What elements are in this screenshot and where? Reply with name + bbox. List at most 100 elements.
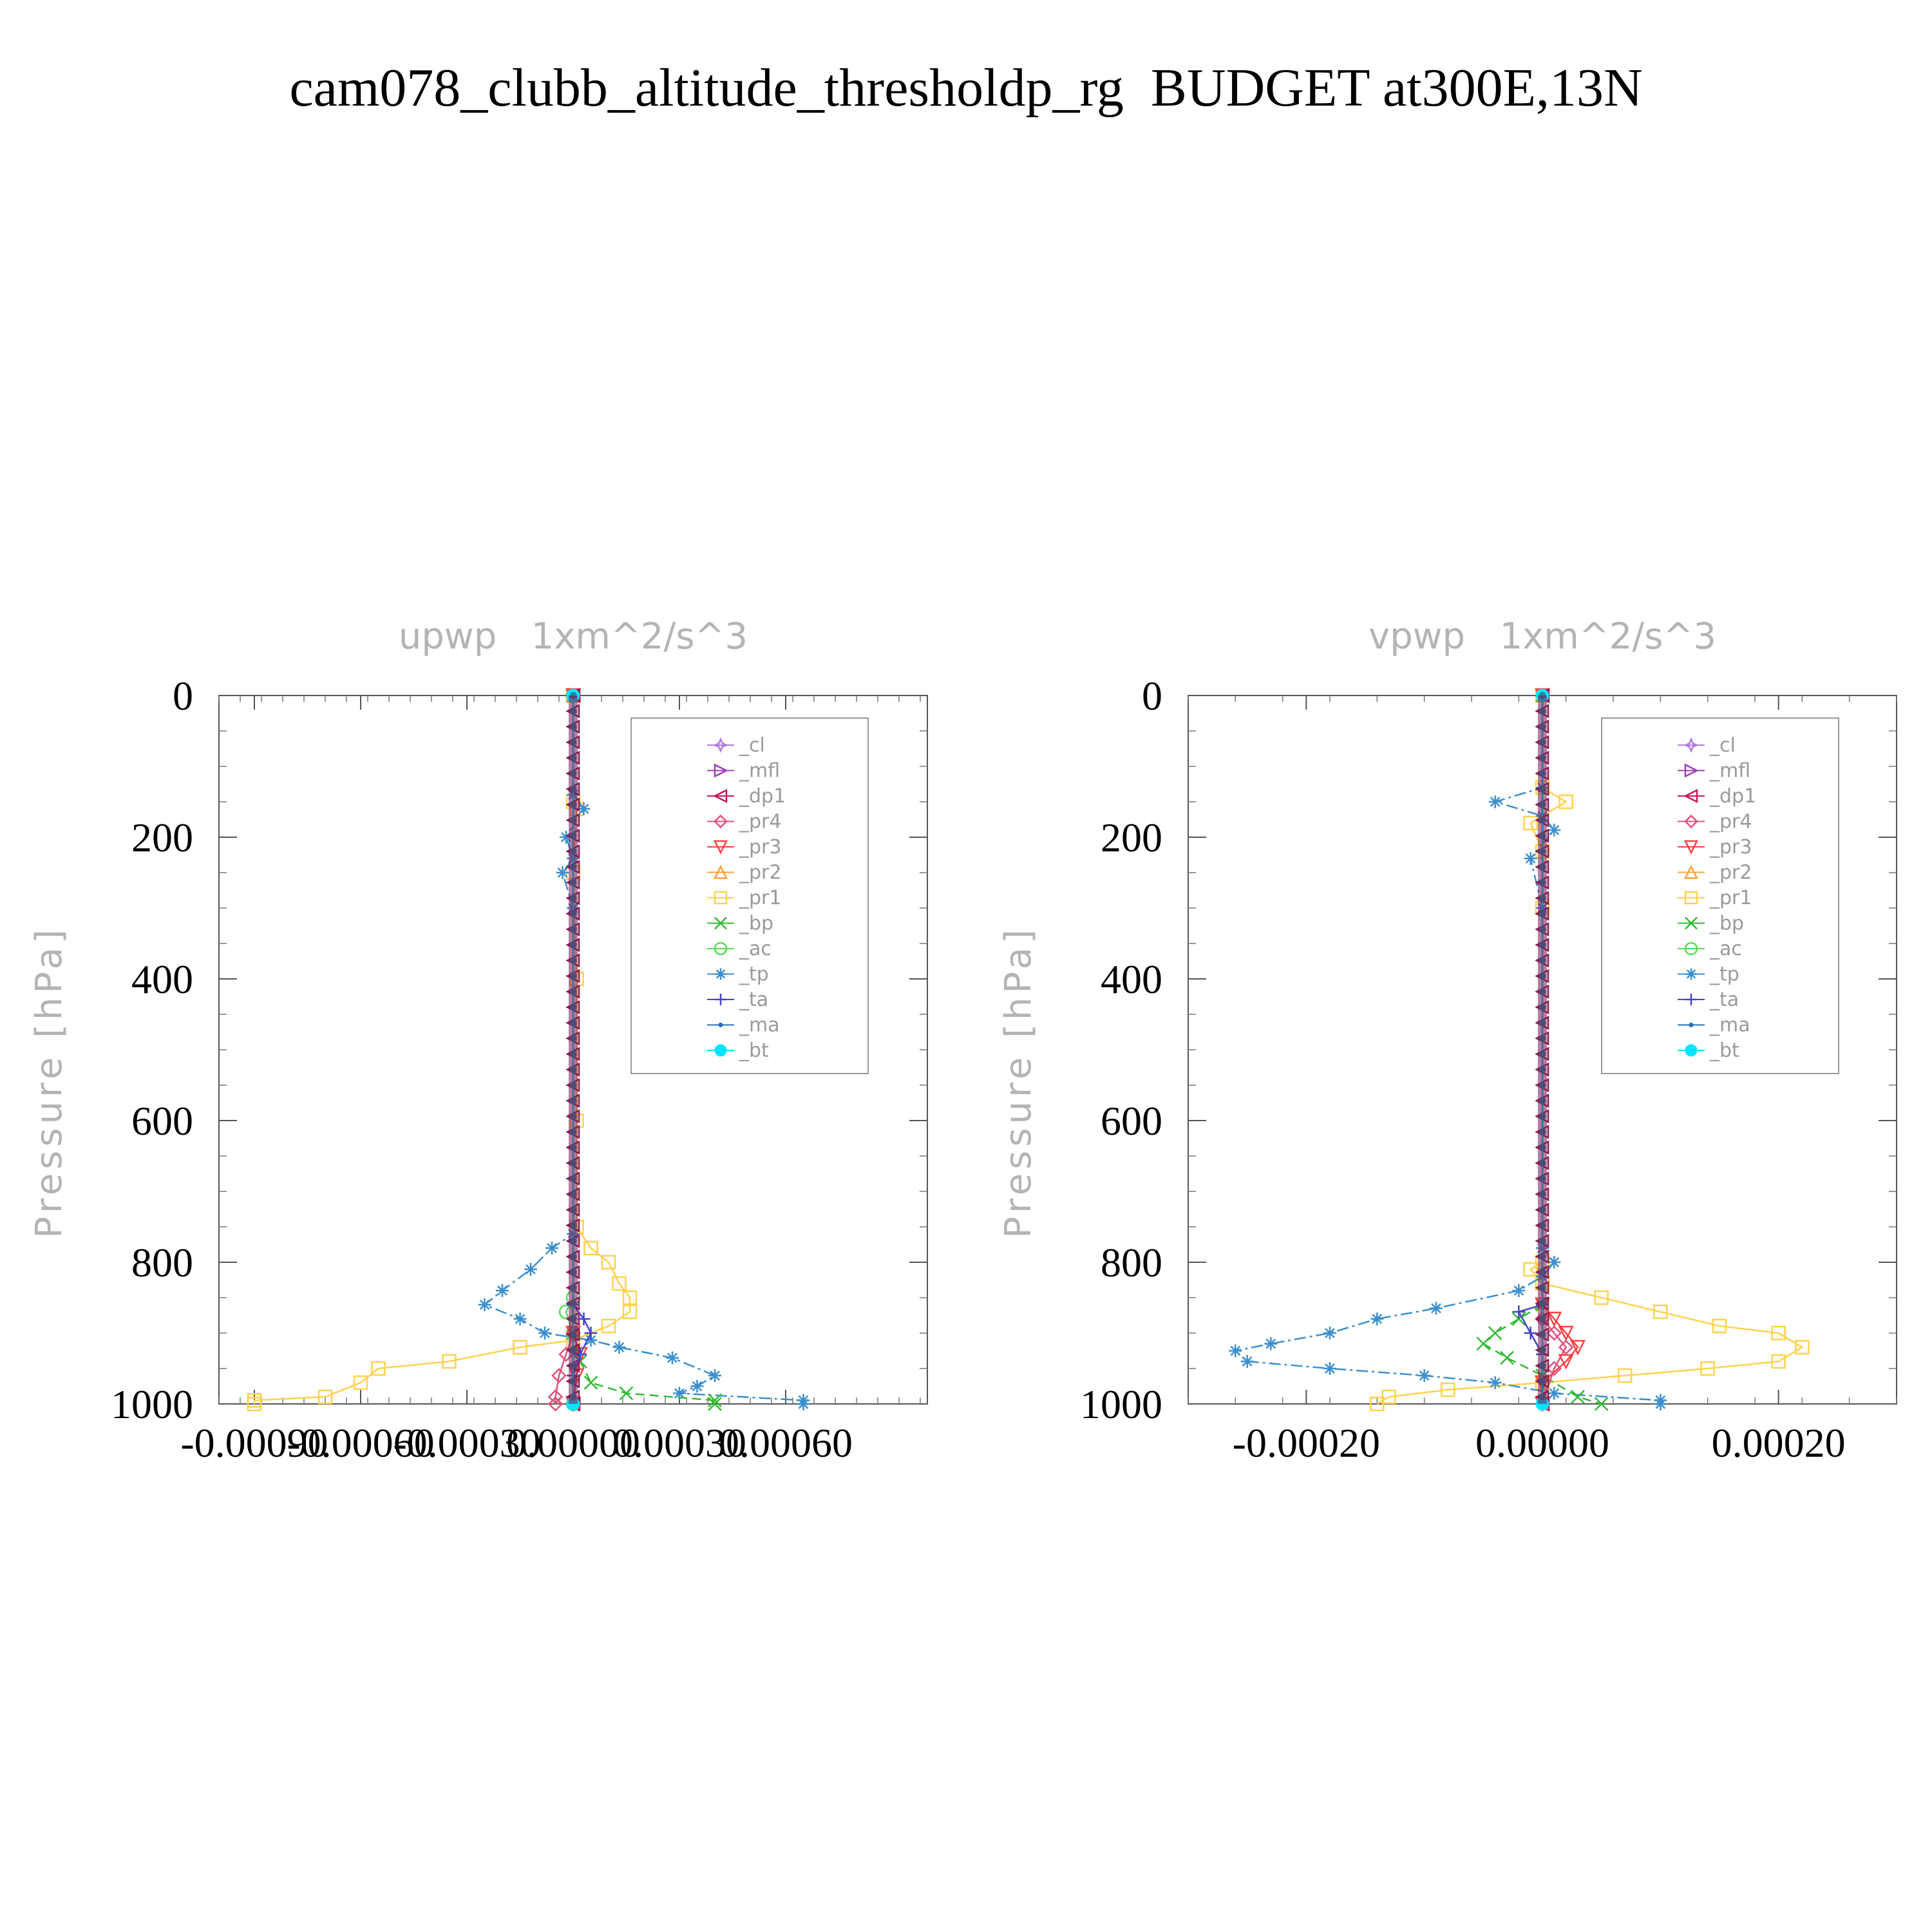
data-point: [612, 1276, 627, 1291]
legend-item: _pr2: [707, 862, 781, 884]
data-point: [1548, 824, 1561, 837]
legend-item: _ma: [1678, 1014, 1750, 1037]
data-point: [1430, 1302, 1443, 1315]
data-point: [1370, 1396, 1385, 1412]
legend-label: _ta: [739, 989, 768, 1011]
data-point: [1654, 1397, 1667, 1410]
data-point: [1712, 1318, 1727, 1334]
data-point: [1558, 794, 1573, 810]
legend-item: _bp: [1678, 913, 1744, 935]
legend-label: _bt: [1709, 1039, 1739, 1062]
x-tick-label: 0.00030: [612, 1420, 746, 1466]
legend-item: _pr4: [707, 811, 781, 833]
legend-marker: [1685, 994, 1697, 1005]
data-point: [1441, 1382, 1455, 1397]
data-point: [1511, 1312, 1526, 1326]
data-point: [1264, 1337, 1278, 1350]
y-tick-label: 800: [1101, 1240, 1162, 1285]
data-point: [513, 1340, 527, 1355]
data-point: [583, 1240, 598, 1256]
legend-label: _pr2: [1709, 862, 1752, 884]
data-point: [560, 831, 573, 844]
legend-label: _pr1: [739, 887, 781, 909]
legend-label: _ac: [1709, 938, 1742, 960]
legend-marker: [1684, 763, 1699, 778]
legend-label: _tp: [1709, 963, 1739, 986]
data-point: [1618, 1368, 1633, 1383]
legend-item: _bt: [1678, 1039, 1739, 1062]
legend-item: _pr2: [1678, 862, 1752, 884]
legend-item: _dp1: [1678, 785, 1756, 808]
legend-label: _ma: [1709, 1014, 1750, 1037]
data-point: [1546, 1311, 1562, 1327]
data-point: [1569, 1340, 1586, 1356]
y-tick-label: 1000: [111, 1381, 193, 1427]
data-point: [496, 1284, 509, 1297]
legend-item: _pr1: [1678, 887, 1752, 909]
legend-item: _pr3: [1678, 836, 1752, 858]
data-point: [601, 1318, 616, 1334]
data-point: [584, 1334, 598, 1347]
panel-title: vpwp 1xm^2/s^3: [1368, 616, 1716, 658]
legend-label: _bp: [739, 913, 773, 935]
data-point: [1594, 1397, 1609, 1411]
legend-item: _ac: [707, 938, 772, 960]
series-line: [1233, 696, 1662, 1404]
legend-item: _tp: [707, 963, 769, 986]
data-point: [1523, 1262, 1538, 1277]
data-point: [601, 1255, 616, 1270]
legend-item: _bp: [707, 913, 773, 935]
y-tick-label: 0: [1142, 673, 1162, 719]
y-tick-label: 800: [131, 1240, 193, 1285]
data-point: [577, 1312, 591, 1325]
y-axis-label: Pressure [hPa]: [28, 925, 70, 1238]
legend-marker: [1683, 737, 1700, 753]
data-point: [478, 1298, 491, 1311]
legend-item: _pr1: [707, 887, 781, 909]
data-point: [708, 1369, 721, 1382]
legend-marker: [1685, 916, 1698, 930]
legend-item: _tp: [1678, 963, 1739, 986]
data-point: [690, 1379, 704, 1393]
legend-marker: [714, 942, 728, 956]
legend-marker: [718, 1022, 723, 1028]
legend-marker: [714, 763, 728, 778]
legend-marker: [1684, 814, 1698, 829]
legend-marker: [713, 788, 728, 804]
legend-box: [630, 717, 869, 1074]
legend-label: _pr4: [739, 811, 781, 833]
y-tick-label: 400: [131, 956, 193, 1002]
x-tick-label: 0.00000: [1475, 1420, 1609, 1466]
data-point: [513, 1312, 527, 1325]
legend-label: _pr3: [1709, 836, 1752, 858]
legend-item: _cl: [707, 734, 765, 757]
data-point: [1771, 1325, 1786, 1341]
legend-label: _dp1: [1709, 785, 1756, 808]
legend-label: _cl: [1709, 734, 1736, 757]
legend-marker: [714, 814, 728, 829]
legend-item: _bt: [707, 1039, 769, 1062]
y-tick-label: 200: [1101, 815, 1162, 860]
data-point: [1488, 1326, 1502, 1340]
legend-item: _ac: [1678, 938, 1742, 960]
legend-item: _pr4: [1678, 811, 1752, 833]
data-point: [1771, 1354, 1786, 1369]
data-point: [1548, 1256, 1561, 1269]
data-point: [1476, 1336, 1491, 1351]
legend-label: _pr2: [739, 862, 781, 884]
data-point: [1524, 852, 1537, 865]
legend-label: _bt: [739, 1039, 769, 1062]
data-point: [353, 1375, 368, 1390]
data-point: [545, 1242, 558, 1255]
legend-label: _ac: [739, 938, 772, 960]
series-line: [1376, 696, 1804, 1405]
data-point: [1240, 1355, 1254, 1368]
legend-marker: [715, 968, 726, 980]
data-point: [1546, 1361, 1562, 1376]
legend-marker: [1684, 891, 1698, 905]
data-point: [371, 1361, 386, 1376]
data-point: [584, 1327, 598, 1340]
legend-label: _pr3: [739, 836, 781, 858]
data-point: [666, 1351, 679, 1365]
